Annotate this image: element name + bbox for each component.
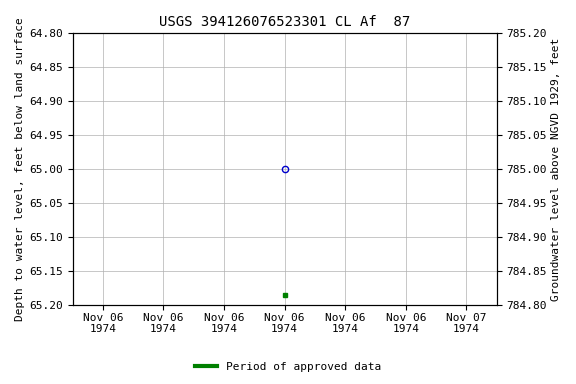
Legend: Period of approved data: Period of approved data	[191, 358, 385, 377]
Y-axis label: Depth to water level, feet below land surface: Depth to water level, feet below land su…	[15, 17, 25, 321]
Y-axis label: Groundwater level above NGVD 1929, feet: Groundwater level above NGVD 1929, feet	[551, 38, 561, 301]
Title: USGS 394126076523301 CL Af  87: USGS 394126076523301 CL Af 87	[159, 15, 410, 29]
